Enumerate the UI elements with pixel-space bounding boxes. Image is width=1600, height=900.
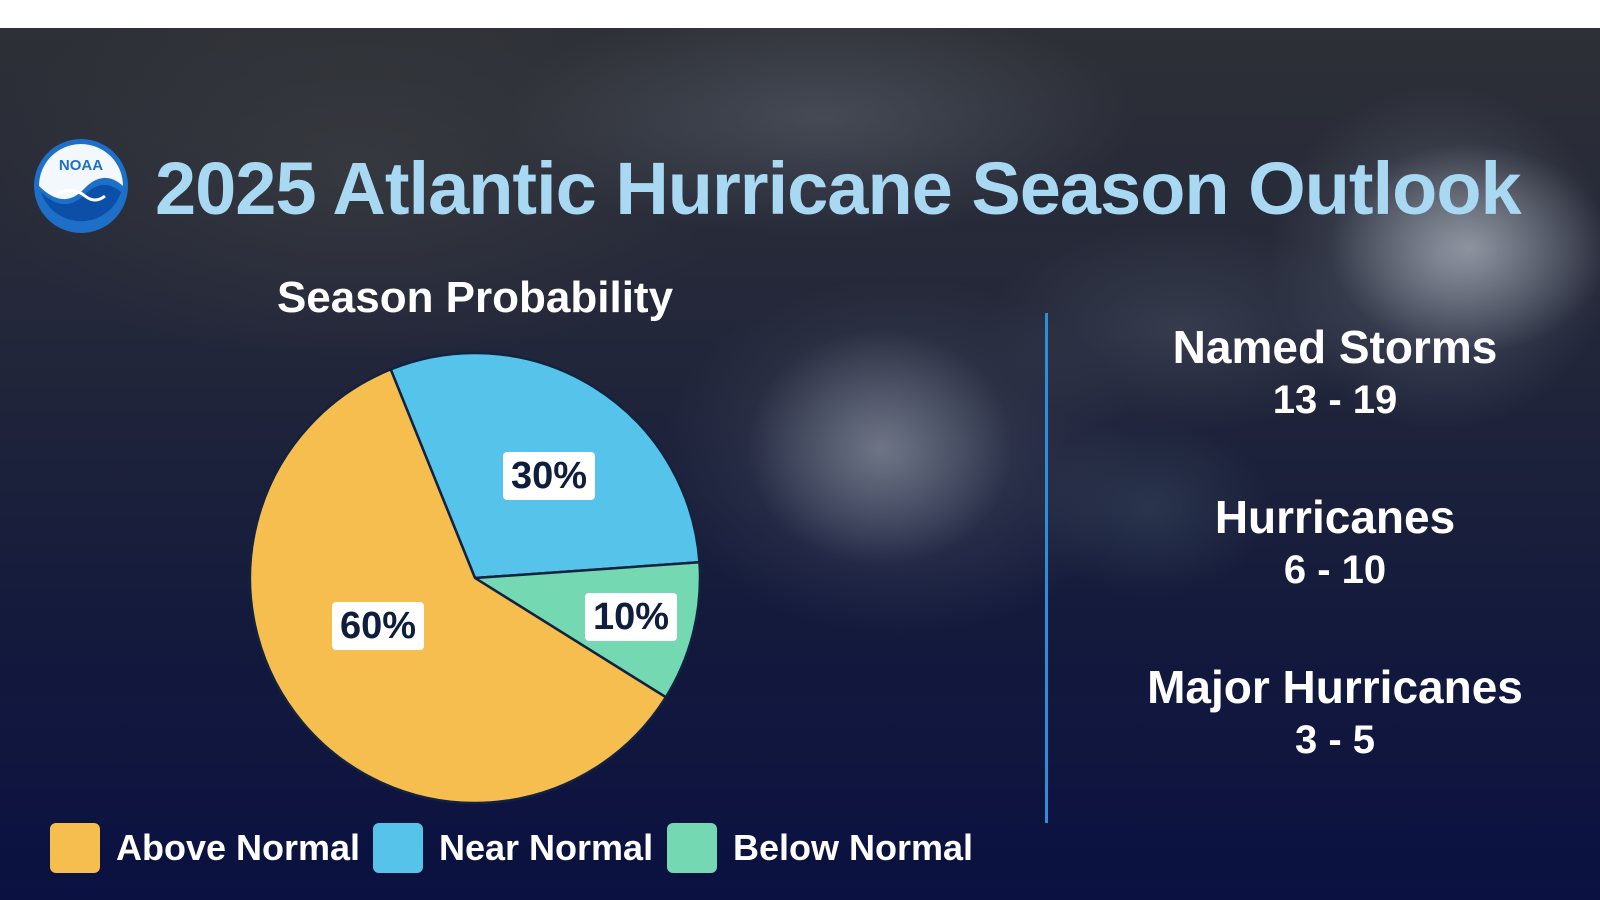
legend-label: Below Normal: [733, 827, 974, 868]
legend-swatch: [373, 823, 423, 873]
page-title: 2025 Atlantic Hurricane Season Outlook: [155, 147, 1522, 230]
legend-label: Near Normal: [439, 827, 654, 868]
stat-major-hurricanes: Major Hurricanes 3 - 5: [1085, 660, 1585, 766]
stat-label: Named Storms: [1172, 321, 1498, 373]
stat-hurricanes: Hurricanes 6 - 10: [1085, 490, 1585, 596]
stat-value: 3 - 5: [1294, 718, 1376, 762]
chart-title: Season Probability: [276, 273, 674, 322]
logo-text: NOAA: [59, 157, 103, 174]
stat-named-storms: Named Storms 13 - 19: [1085, 320, 1585, 426]
slice-label-near: 30%: [503, 452, 596, 500]
legend-swatch: [667, 823, 717, 873]
stat-label: Hurricanes: [1214, 491, 1456, 543]
slice-label-below: 10%: [585, 593, 678, 641]
stat-label: Major Hurricanes: [1147, 661, 1523, 713]
slice-label-above: 60%: [332, 602, 425, 650]
noaa-logo: NOAA: [34, 139, 128, 233]
divider: [1045, 313, 1048, 823]
legend-swatch: [50, 823, 100, 873]
pie-chart: [248, 351, 702, 805]
legend-label: Above Normal: [116, 827, 361, 868]
pie-slice-above: [248, 368, 668, 805]
infographic-canvas: NOAA 2025 Atlantic Hurricane Season Outl…: [0, 28, 1600, 900]
stat-value: 6 - 10: [1283, 548, 1387, 592]
stat-value: 13 - 19: [1272, 378, 1398, 422]
